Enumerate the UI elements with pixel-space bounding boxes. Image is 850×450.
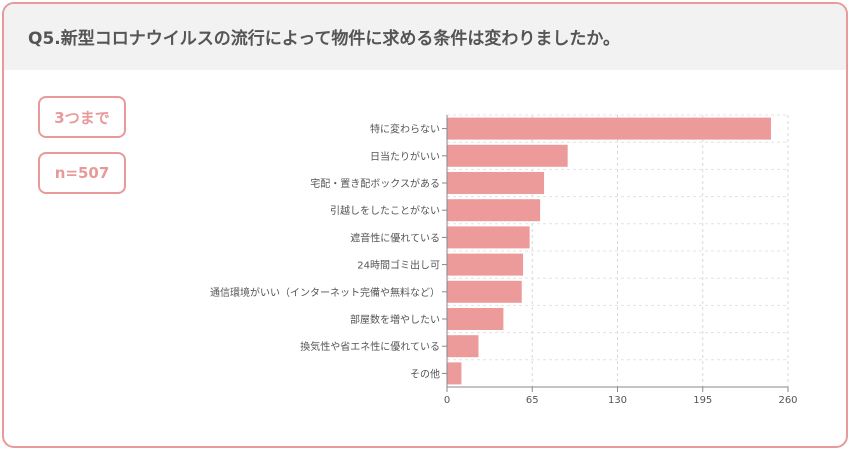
x-tick-label: 260 (778, 395, 797, 406)
bar (447, 199, 541, 222)
card-header: Q5.新型コロナウイルスの流行によって物件に求める条件は変わりましたか。 (4, 4, 846, 70)
bar (447, 172, 545, 194)
sample-size-badge: n=507 (38, 152, 126, 194)
bar (447, 117, 771, 140)
category-label: 特に変わらない (370, 123, 440, 136)
category-label: 宅配・置き配ボックスがある (310, 177, 440, 190)
bar (447, 335, 479, 358)
category-label: 通信環境がいい（インターネット完備や無料など） (210, 286, 440, 299)
bar (447, 280, 522, 303)
bar (447, 226, 530, 249)
x-tick-label: 130 (608, 395, 627, 406)
category-label: その他 (410, 367, 440, 380)
category-label: 日当たりがいい (370, 150, 440, 163)
category-label: 引越しをしたことがない (330, 204, 440, 217)
x-tick-label: 195 (693, 395, 712, 406)
answer-limit-badge: 3つまで (38, 96, 126, 138)
category-label: 換気性や省エネ性に優れている (300, 340, 440, 353)
category-label: 24時間ゴミ出し可 (357, 259, 440, 272)
question-title: Q5.新型コロナウイルスの流行によって物件に求める条件は変わりましたか。 (28, 29, 621, 49)
category-label: 部屋数を増やしたい (350, 313, 440, 326)
bar (447, 362, 462, 385)
category-label: 遮音性に優れている (350, 231, 440, 244)
bar (447, 253, 524, 276)
x-tick-label: 65 (526, 395, 539, 406)
bar (447, 308, 504, 330)
x-tick-label: 0 (444, 395, 450, 406)
bar (447, 144, 568, 167)
